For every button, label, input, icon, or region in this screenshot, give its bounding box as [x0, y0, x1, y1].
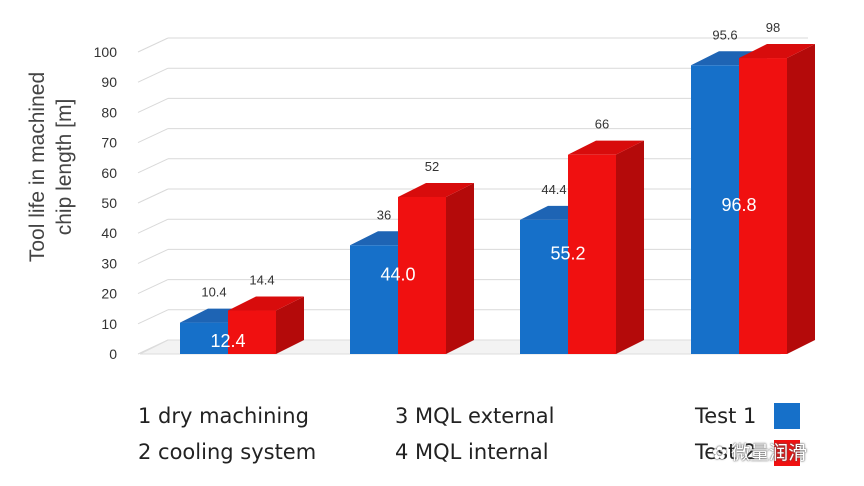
legend-series-test-1: Test 1 — [695, 404, 757, 428]
gridline-diag-30 — [137, 248, 169, 264]
bar-2-2 — [398, 182, 474, 354]
legend-category-2: 2 cooling system — [138, 440, 317, 464]
y-tick-label-30: 30 — [101, 255, 117, 271]
legend-category-4: 4 MQL internal — [395, 440, 549, 464]
data-label-1-1: 10.4 — [201, 285, 226, 300]
bar-side — [616, 140, 644, 354]
legend-category-3: 3 MQL external — [395, 404, 555, 428]
watermark: ✿ 微量润滑 — [712, 438, 807, 465]
bar-side — [446, 182, 474, 354]
y-tick-label-10: 10 — [101, 316, 117, 332]
bar-front — [568, 154, 616, 354]
bar-2-1 — [228, 296, 304, 354]
legend-series-test-2: Test 2 — [695, 440, 757, 464]
data-label-2-4: 98 — [766, 20, 780, 35]
bar-top — [228, 296, 304, 311]
data-label-2-3: 66 — [595, 117, 609, 132]
bar-front — [398, 196, 446, 354]
gridline-diag-20 — [137, 279, 169, 295]
bar-front — [739, 58, 787, 354]
bar-front — [350, 245, 398, 354]
bar-2-4 — [739, 44, 815, 354]
gridline-diag-100 — [137, 37, 169, 53]
data-label-1-4: 95.6 — [712, 27, 737, 42]
gridline-diag-80 — [137, 97, 169, 113]
y-axis-ticks: 0 10 20 30 40 50 60 70 80 90 100 — [94, 44, 118, 362]
legend-category-1: 1 dry machining — [138, 404, 309, 428]
bar-front — [180, 322, 228, 354]
bar-top — [568, 140, 644, 155]
y-axis-label-line-1: Tool life in machined — [26, 72, 49, 262]
bar-front — [691, 65, 739, 355]
y-tick-label-20: 20 — [101, 286, 117, 302]
average-label-4: 96.8 — [721, 195, 756, 215]
gridline-diag-40 — [137, 218, 169, 234]
y-tick-label-90: 90 — [101, 74, 117, 90]
watermark-text: 微量润滑 — [731, 443, 808, 464]
bar-top — [398, 182, 474, 197]
legend-swatch-test-1 — [774, 403, 800, 429]
bar-2-3 — [568, 140, 644, 354]
bar-side — [787, 44, 815, 354]
gridline-diag-10 — [137, 309, 169, 325]
gridline-diag-50 — [137, 188, 169, 204]
data-label-2-1: 14.4 — [249, 273, 274, 288]
bar-front — [228, 310, 276, 354]
data-labels: 10.4 36 44.4 95.6 14.4 52 66 98 12.4 44.0 55.2 96.8 — [201, 20, 780, 351]
y-tick-label-0: 0 — [109, 346, 117, 362]
y-tick-label-70: 70 — [101, 135, 117, 151]
data-label-1-2: 36 — [377, 207, 391, 222]
y-tick-label-60: 60 — [101, 165, 117, 181]
average-label-3: 55.2 — [550, 243, 585, 263]
y-axis-label-line-2: chip length [m] — [53, 99, 76, 236]
average-label-2: 44.0 — [380, 264, 415, 284]
wechat-icon: ✿ — [712, 443, 728, 463]
legend-swatch-test-2 — [774, 440, 800, 466]
y-tick-label-80: 80 — [101, 104, 117, 120]
data-label-2-2: 52 — [425, 159, 439, 174]
y-tick-label-40: 40 — [101, 225, 117, 241]
y-tick-label-50: 50 — [101, 195, 117, 211]
y-tick-label-100: 100 — [94, 44, 118, 60]
gridline-diag-70 — [137, 128, 169, 144]
gridline-diag-60 — [137, 158, 169, 174]
bar-top — [739, 44, 815, 59]
bar-side — [276, 296, 304, 354]
bars — [180, 44, 815, 355]
data-label-1-3: 44.4 — [541, 182, 566, 197]
gridline-diag-90 — [137, 67, 169, 83]
average-label-1: 12.4 — [210, 331, 245, 351]
bar-front — [520, 219, 568, 354]
